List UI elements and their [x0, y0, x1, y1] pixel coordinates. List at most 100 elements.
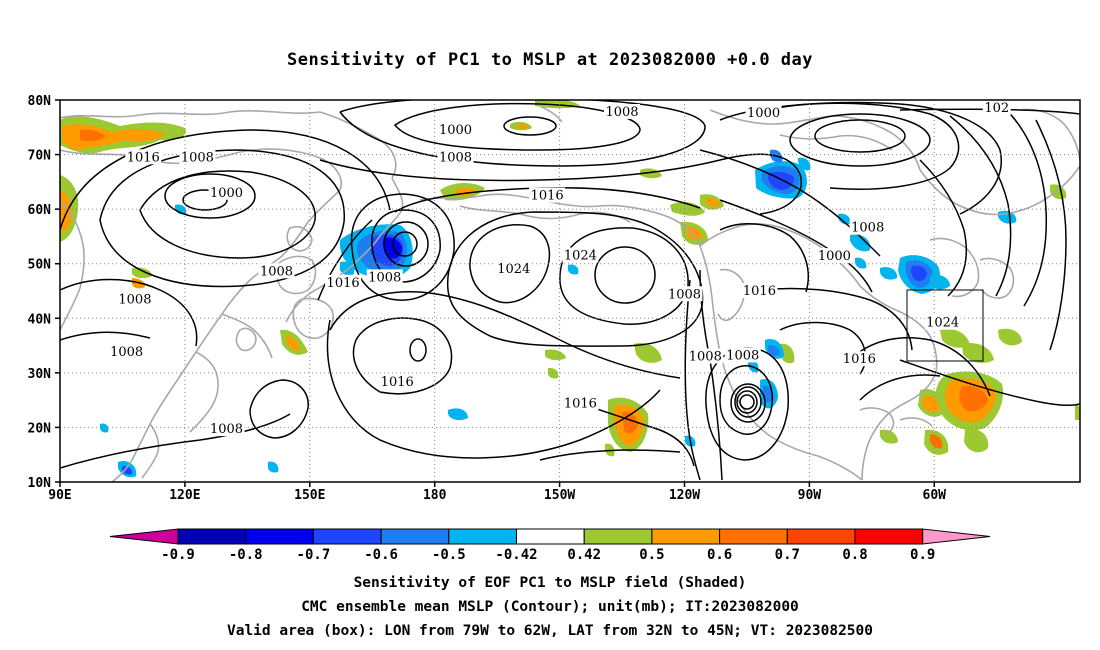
longitude-axis-labels: 90E 120E 150E 180 150W 120W 90W 60W: [48, 482, 946, 503]
contour-label-bg: [108, 344, 145, 360]
contour-label-bg: [325, 274, 362, 290]
contour-label: 1008: [605, 105, 638, 120]
colorbar-label: -0.5: [432, 547, 466, 563]
colorbar-label: 0.42: [567, 547, 601, 563]
contour-label: 1000: [818, 249, 851, 264]
colorbar-lower-triangle: [109, 528, 179, 545]
contour-label-bg: [982, 100, 1011, 116]
colorbar-label: 0.6: [707, 547, 732, 563]
contour-label: 1016: [531, 189, 564, 204]
contour-label: 1008: [110, 345, 143, 360]
colorbar-bin: [854, 528, 924, 545]
lon-tick-label: 120E: [169, 488, 200, 503]
contour-label-bg: [849, 219, 886, 235]
contour-label-bg: [116, 291, 153, 307]
lon-tick-label: 150W: [544, 488, 575, 503]
contour-label: 1008: [851, 221, 884, 236]
colorbar-label: 0.9: [910, 547, 935, 563]
colorbar-bin: [786, 528, 856, 545]
contour-label-bg: [208, 184, 245, 200]
contour-label: 1008: [689, 349, 722, 364]
contour-label-bg: [924, 314, 961, 330]
contour-label: 1024: [497, 262, 530, 277]
lat-tick-label: 10N: [28, 476, 52, 491]
contour-label-bg: [841, 351, 878, 367]
lon-tick-label: 60W: [923, 488, 947, 503]
lon-tick-label: 120W: [669, 488, 700, 503]
contour-label-bg: [437, 122, 474, 138]
contour-label: 1000: [747, 106, 780, 121]
valid-area-box: [906, 289, 984, 362]
contour-label: 1008: [439, 150, 472, 165]
lat-tick-label: 20N: [28, 421, 52, 436]
contour-label-bg: [495, 261, 532, 277]
lon-tick-label: 180: [423, 488, 447, 503]
caption-shading: Sensitivity of EOF PC1 to MSLP field (Sh…: [353, 575, 747, 591]
contour-label: 1008: [726, 348, 759, 363]
contour-label: 1000: [439, 123, 472, 138]
lat-tick-label: 80N: [28, 94, 52, 109]
contour-label-bg: [366, 269, 403, 285]
lon-tick-label: 150E: [294, 488, 325, 503]
contour-label: 102: [984, 101, 1009, 116]
caption-contour: CMC ensemble mean MSLP (Contour); unit(m…: [301, 599, 799, 615]
caption-valid-area: Valid area (box): LON from 79W to 62W, L…: [226, 623, 873, 639]
contour-label-bg: [604, 104, 641, 120]
lat-tick-label: 70N: [28, 149, 52, 164]
contour-label: 1024: [564, 249, 597, 264]
contour-label-bg: [125, 149, 162, 165]
colorbar-label: -0.6: [364, 547, 398, 563]
colorbar-label: -0.9: [161, 547, 195, 563]
contour-label: 1008: [210, 422, 243, 437]
contour-label: 1008: [368, 270, 401, 285]
contour-label: 1008: [118, 293, 151, 308]
contour-label-bg: [179, 149, 216, 165]
colorbar-bin: [245, 528, 314, 545]
contour-label-bg: [529, 187, 566, 203]
contour-label-bg: [724, 347, 761, 363]
colorbar-bin: [380, 528, 450, 545]
colorbar-bin: [583, 528, 653, 545]
colorbar-bin: [312, 528, 382, 545]
colorbar-label: 0.7: [775, 547, 800, 563]
colorbar-bin: [651, 528, 721, 545]
mslp-contours: [60, 100, 1080, 481]
contour-label: 1016: [564, 396, 597, 411]
lon-tick-label: 90E: [48, 488, 71, 503]
contour-label-bg: [379, 374, 416, 390]
contour-label: 1016: [127, 150, 160, 165]
contour-label: 1000: [210, 186, 243, 201]
contour-label-bg: [745, 105, 782, 121]
lat-tick-label: 50N: [28, 258, 52, 273]
map-frame: [59, 99, 1081, 483]
contour-label: 1024: [926, 316, 959, 331]
contour-label-bg: [208, 421, 245, 437]
colorbar-label: 0.8: [842, 547, 867, 563]
positive-sensitivity-patches: [60, 100, 1080, 457]
lat-tick-label: 40N: [28, 312, 52, 327]
colorbar-label: 0.5: [639, 547, 664, 563]
contour-label-bg: [437, 149, 474, 165]
colorbar-label: -0.8: [229, 547, 263, 563]
colorbar-bin: [177, 528, 247, 545]
colorbar: -0.9 -0.8 -0.7 -0.6 -0.5 -0.42 0.42 0.5 0.6 0.7 0.…: [109, 528, 991, 563]
contour-label-bg: [562, 395, 599, 411]
contour-label: 1016: [843, 352, 876, 367]
lat-tick-label: 60N: [28, 203, 52, 218]
contour-label-bg: [258, 263, 295, 279]
contour-label-bg: [816, 248, 853, 264]
contour-label: 1008: [260, 264, 293, 279]
contour-label-bg: [687, 348, 724, 364]
lon-tick-label: 90W: [798, 488, 822, 503]
plot-title: Sensitivity of PC1 to MSLP at 2023082000…: [286, 50, 813, 70]
colorbar-label: -0.7: [297, 547, 331, 563]
lat-tick-label: 30N: [28, 367, 52, 382]
colorbar-label: -0.42: [495, 547, 537, 563]
colorbar-bin: [448, 528, 517, 545]
latitude-axis-labels: 80N 70N 60N 50N 40N 30N 20N 10N: [28, 94, 60, 491]
contour-label-bg: [741, 283, 778, 298]
colorbar-bin: [516, 528, 585, 545]
contour-label: 1008: [181, 150, 214, 165]
contour-label: 1016: [381, 375, 414, 390]
